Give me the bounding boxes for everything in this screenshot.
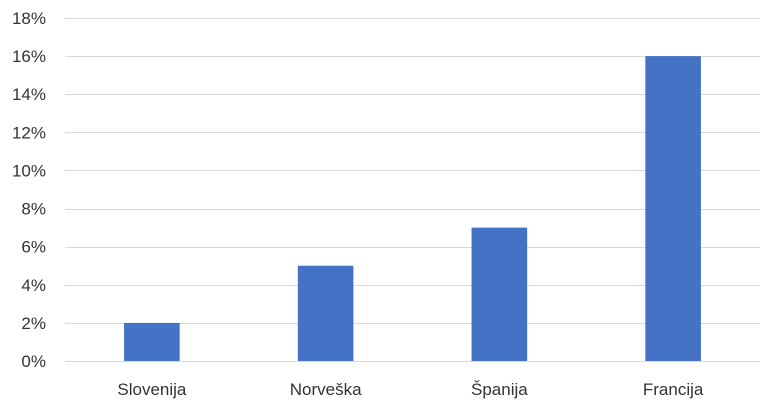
y-tick-label: 2% (21, 314, 46, 333)
y-axis-ticks: 0% 2% 4% 6% 8% 10% 12% 14% 16% 18% (12, 9, 46, 371)
bar-španija (472, 228, 528, 361)
bar-slovenija (124, 323, 180, 361)
y-tick-label: 12% (12, 123, 46, 142)
y-tick-label: 6% (21, 238, 46, 257)
x-category-label: Norveška (290, 380, 362, 399)
y-tick-label: 8% (21, 200, 46, 219)
y-tick-label: 16% (12, 47, 46, 66)
x-category-label: Slovenija (117, 380, 187, 399)
y-tick-label: 10% (12, 161, 46, 180)
y-tick-label: 4% (21, 276, 46, 295)
bars (124, 56, 701, 361)
x-category-label: Španija (471, 380, 528, 399)
y-tick-label: 0% (21, 352, 46, 371)
y-tick-label: 18% (12, 9, 46, 28)
bar-francija (645, 56, 701, 361)
bar-norveška (298, 266, 354, 361)
x-category-label: Francija (643, 380, 704, 399)
x-axis-categories: Slovenija Norveška Španija Francija (117, 380, 704, 399)
y-tick-label: 14% (12, 85, 46, 104)
